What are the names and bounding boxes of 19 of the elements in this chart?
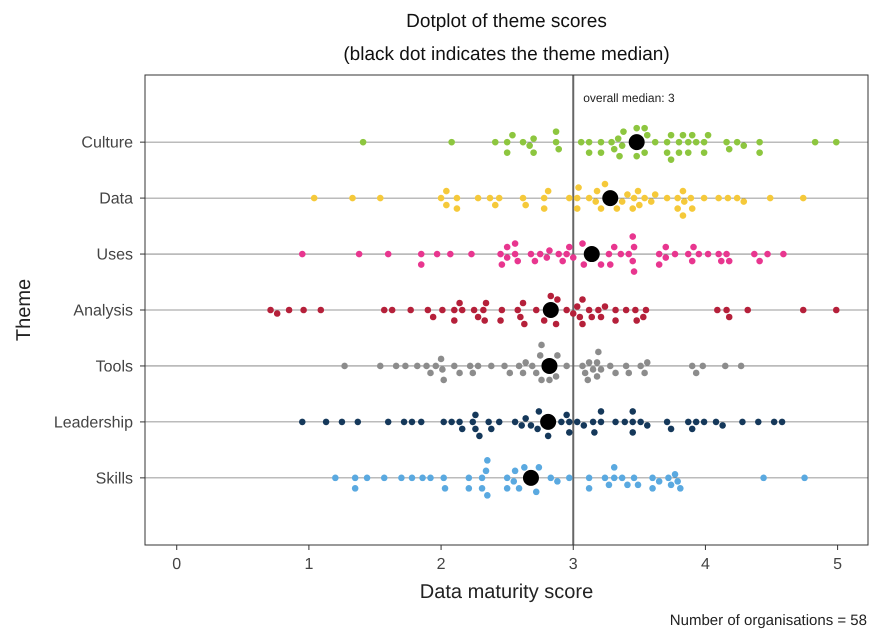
x-tick-label: 2 (436, 556, 446, 573)
x-axis-title: Data maturity score (420, 581, 594, 603)
chart-title: Dotplot of theme scores (406, 11, 607, 32)
x-tick-label: 3 (568, 556, 578, 573)
x-tick-label: 0 (172, 556, 182, 573)
y-tick-label: Analysis (73, 302, 133, 320)
chart-subtitle: (black dot indicates the theme median) (343, 44, 670, 65)
y-tick-label: Culture (81, 134, 134, 152)
y-axis-title: Theme (13, 278, 35, 342)
text: Number of organisations = 58 (670, 612, 867, 629)
y-tick-label: Tools (96, 358, 133, 376)
ref-line-label: overall median: 3 (583, 91, 675, 105)
x-tick-label: 5 (833, 556, 842, 573)
y-tick-label: Skills (96, 470, 133, 488)
y-tick-label: Uses (96, 246, 133, 264)
x-tick-label: 1 (304, 556, 314, 573)
y-tick-label: Leadership (54, 414, 134, 432)
x-tick-label: 4 (700, 556, 710, 573)
y-tick-label: Data (99, 190, 134, 208)
